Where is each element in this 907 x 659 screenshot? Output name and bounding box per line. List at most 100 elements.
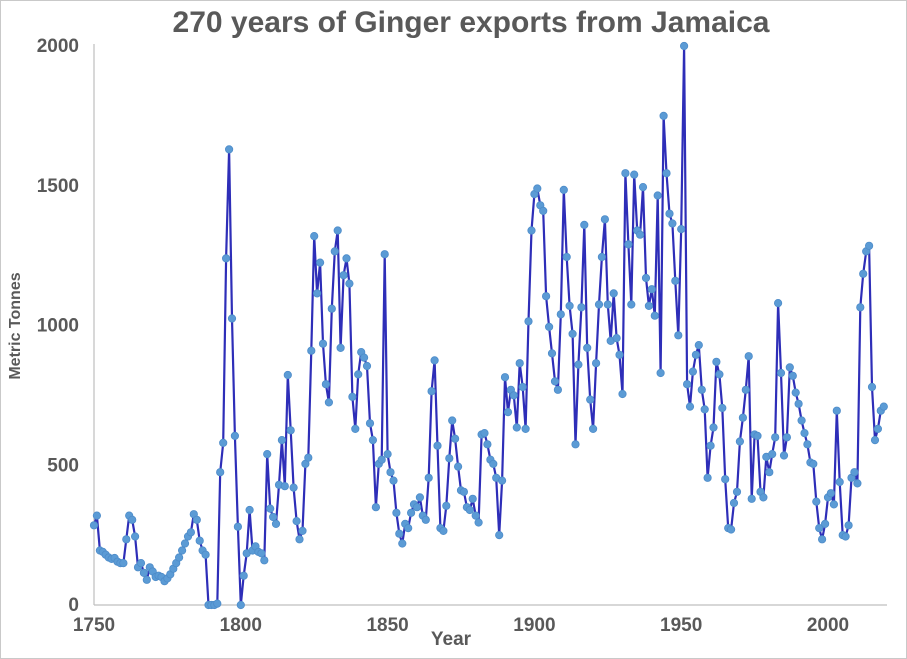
data-point-2016[interactable]	[870, 435, 880, 445]
data-point-1844[interactable]	[365, 419, 375, 428]
data-point-1750[interactable]	[89, 521, 99, 530]
data-point-1906[interactable]	[547, 349, 557, 358]
data-point-1834[interactable]	[336, 343, 345, 352]
data-point-1990[interactable]	[794, 399, 803, 408]
data-point-1924[interactable]	[600, 215, 610, 224]
data-point-1999[interactable]	[820, 519, 830, 529]
data-point-1954[interactable]	[688, 367, 698, 376]
data-point-1952[interactable]	[682, 380, 692, 389]
data-point-1934[interactable]	[630, 170, 639, 179]
data-point-1866[interactable]	[430, 356, 439, 365]
data-point-1861[interactable]	[415, 493, 424, 502]
data-point-1819[interactable]	[292, 516, 301, 526]
data-point-1814[interactable]	[277, 435, 286, 445]
data-point-1950[interactable]	[677, 225, 686, 234]
data-point-1991[interactable]	[797, 416, 806, 425]
data-point-1998[interactable]	[817, 535, 827, 544]
data-point-1907[interactable]	[550, 377, 560, 386]
data-point-1810[interactable]	[266, 504, 275, 513]
data-point-1969[interactable]	[732, 487, 742, 496]
data-point-2004[interactable]	[835, 477, 844, 487]
data-point-1965[interactable]	[721, 475, 730, 484]
data-point-1932[interactable]	[624, 240, 633, 249]
data-point-1928[interactable]	[612, 333, 621, 343]
data-point-1986[interactable]	[782, 433, 792, 442]
data-point-1944[interactable]	[659, 111, 668, 121]
data-point-2003[interactable]	[832, 406, 841, 415]
data-point-1923[interactable]	[597, 252, 607, 262]
data-point-1962[interactable]	[712, 357, 721, 366]
data-point-1917[interactable]	[580, 220, 589, 229]
data-point-1971[interactable]	[738, 413, 748, 422]
data-point-1799[interactable]	[233, 522, 242, 531]
data-point-1997[interactable]	[815, 523, 824, 533]
data-point-1908[interactable]	[553, 385, 563, 394]
data-point-1968[interactable]	[729, 498, 739, 508]
data-point-1981[interactable]	[768, 449, 777, 459]
data-point-1893[interactable]	[509, 391, 518, 400]
data-point-1896[interactable]	[518, 382, 527, 392]
data-point-1920[interactable]	[588, 424, 598, 433]
data-point-1803[interactable]	[245, 505, 254, 515]
data-point-1929[interactable]	[615, 350, 624, 359]
data-point-1781[interactable]	[180, 539, 190, 548]
data-point-1846[interactable]	[371, 503, 380, 512]
data-point-1978[interactable]	[759, 493, 768, 502]
data-point-1881[interactable]	[474, 518, 483, 527]
data-point-1848[interactable]	[377, 455, 386, 464]
data-point-1809[interactable]	[263, 449, 272, 459]
data-point-1989[interactable]	[791, 388, 800, 397]
data-point-1956[interactable]	[694, 340, 703, 350]
data-point-1800[interactable]	[236, 600, 245, 610]
data-point-1824[interactable]	[307, 346, 316, 355]
data-point-1895[interactable]	[515, 359, 524, 368]
data-point-1901[interactable]	[533, 184, 542, 193]
data-point-1940[interactable]	[647, 285, 656, 294]
data-point-1751[interactable]	[92, 511, 102, 520]
data-point-1796[interactable]	[225, 145, 234, 154]
data-point-1974[interactable]	[747, 494, 756, 503]
data-point-1883[interactable]	[480, 428, 489, 438]
data-point-1845[interactable]	[368, 435, 377, 445]
data-point-1909[interactable]	[556, 310, 565, 319]
data-point-2010[interactable]	[853, 479, 862, 488]
data-point-1815[interactable]	[280, 482, 289, 491]
data-point-1763[interactable]	[128, 515, 137, 524]
data-point-1912[interactable]	[565, 301, 574, 310]
data-point-1993[interactable]	[803, 440, 812, 449]
data-point-1843[interactable]	[362, 361, 372, 371]
data-point-2006[interactable]	[841, 532, 850, 541]
data-point-1899[interactable]	[527, 226, 536, 235]
data-point-1760[interactable]	[119, 558, 128, 568]
data-point-1793[interactable]	[216, 468, 225, 477]
data-point-1913[interactable]	[568, 329, 577, 338]
data-point-1849[interactable]	[380, 250, 389, 259]
data-point-1984[interactable]	[776, 368, 786, 378]
data-point-2017[interactable]	[873, 424, 883, 433]
data-point-2019[interactable]	[879, 402, 888, 411]
data-point-1808[interactable]	[260, 556, 269, 565]
data-point-1897[interactable]	[521, 424, 530, 433]
data-point-1911[interactable]	[562, 252, 571, 262]
data-point-1959[interactable]	[703, 473, 712, 482]
data-point-1957[interactable]	[697, 385, 706, 394]
data-point-1786[interactable]	[195, 536, 204, 545]
data-point-1826[interactable]	[312, 289, 322, 298]
data-point-1855[interactable]	[398, 539, 407, 548]
data-point-1817[interactable]	[286, 426, 295, 435]
data-point-1982[interactable]	[771, 433, 780, 442]
data-point-1910[interactable]	[559, 185, 568, 194]
data-point-1780[interactable]	[178, 546, 187, 555]
data-point-1919[interactable]	[586, 395, 595, 404]
data-point-2002[interactable]	[829, 500, 839, 509]
data-point-1835[interactable]	[339, 271, 348, 280]
data-point-2015[interactable]	[867, 382, 877, 392]
data-point-1876[interactable]	[459, 487, 468, 496]
data-point-1812[interactable]	[271, 519, 281, 529]
data-point-1838[interactable]	[348, 392, 357, 401]
data-point-1958[interactable]	[700, 405, 709, 414]
data-point-1953[interactable]	[685, 402, 695, 411]
data-point-1828[interactable]	[318, 339, 328, 348]
data-point-1922[interactable]	[594, 300, 604, 309]
series-ginger-exports[interactable]	[89, 41, 888, 610]
